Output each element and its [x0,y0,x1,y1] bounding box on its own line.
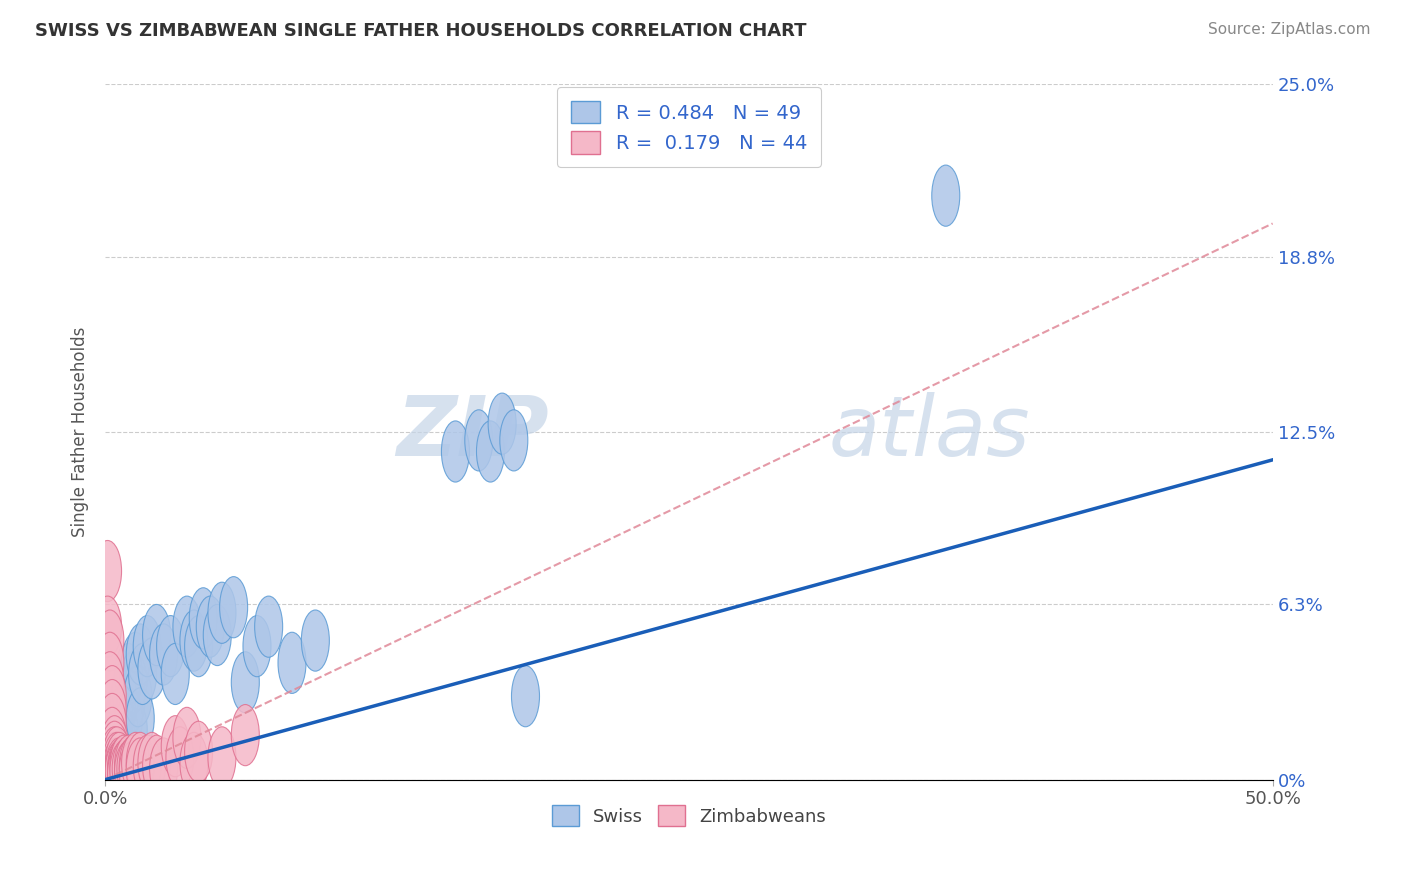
Ellipse shape [101,715,128,777]
Ellipse shape [149,738,177,799]
Ellipse shape [103,727,131,788]
Ellipse shape [96,652,124,713]
Ellipse shape [127,624,155,685]
Ellipse shape [117,738,145,799]
Ellipse shape [120,652,148,713]
Ellipse shape [107,707,135,769]
Ellipse shape [465,409,492,471]
Ellipse shape [114,643,142,705]
Ellipse shape [134,615,162,677]
Ellipse shape [162,715,190,777]
Ellipse shape [156,615,184,677]
Ellipse shape [114,740,142,802]
Ellipse shape [173,596,201,657]
Ellipse shape [96,632,124,693]
Ellipse shape [105,738,134,799]
Ellipse shape [96,610,124,671]
Ellipse shape [134,735,162,797]
Ellipse shape [110,735,138,797]
Ellipse shape [173,707,201,769]
Ellipse shape [98,707,127,769]
Ellipse shape [110,671,138,732]
Ellipse shape [128,643,156,705]
Ellipse shape [204,605,232,665]
Ellipse shape [190,588,218,648]
Ellipse shape [105,688,134,749]
Ellipse shape [232,652,259,713]
Ellipse shape [162,643,190,705]
Ellipse shape [120,699,148,760]
Ellipse shape [499,409,527,471]
Ellipse shape [301,610,329,671]
Ellipse shape [243,615,271,677]
Ellipse shape [124,665,152,727]
Text: SWISS VS ZIMBABWEAN SINGLE FATHER HOUSEHOLDS CORRELATION CHART: SWISS VS ZIMBABWEAN SINGLE FATHER HOUSEH… [35,22,807,40]
Ellipse shape [105,740,134,802]
Ellipse shape [138,638,166,699]
Ellipse shape [103,732,131,794]
Text: Source: ZipAtlas.com: Source: ZipAtlas.com [1208,22,1371,37]
Ellipse shape [98,707,127,769]
Ellipse shape [166,727,194,788]
Ellipse shape [96,722,124,782]
Ellipse shape [101,732,128,794]
Ellipse shape [114,688,142,749]
Ellipse shape [101,715,128,777]
Ellipse shape [488,393,516,454]
Ellipse shape [101,722,128,782]
Ellipse shape [127,732,155,794]
Ellipse shape [98,693,127,755]
Ellipse shape [107,738,135,799]
Ellipse shape [110,740,138,802]
Ellipse shape [127,738,155,799]
Ellipse shape [107,740,135,802]
Ellipse shape [180,610,208,671]
Text: atlas: atlas [830,392,1031,473]
Ellipse shape [441,421,470,482]
Ellipse shape [127,688,155,749]
Ellipse shape [208,582,236,643]
Ellipse shape [105,732,134,794]
Ellipse shape [112,738,141,799]
Ellipse shape [254,596,283,657]
Ellipse shape [184,722,212,782]
Ellipse shape [208,727,236,788]
Ellipse shape [932,165,960,227]
Ellipse shape [110,699,138,760]
Ellipse shape [142,735,170,797]
Ellipse shape [103,738,131,799]
Ellipse shape [149,624,177,685]
Ellipse shape [197,596,225,657]
Ellipse shape [142,605,170,665]
Legend: Swiss, Zimbabweans: Swiss, Zimbabweans [544,797,834,833]
Ellipse shape [98,680,127,740]
Ellipse shape [105,715,134,777]
Text: ZIP: ZIP [396,392,548,473]
Ellipse shape [232,705,259,765]
Ellipse shape [120,740,148,802]
Ellipse shape [103,727,131,788]
Ellipse shape [101,727,128,788]
Ellipse shape [180,732,208,794]
Ellipse shape [103,699,131,760]
Ellipse shape [94,541,121,601]
Ellipse shape [94,596,121,657]
Ellipse shape [184,615,212,677]
Ellipse shape [112,660,141,722]
Ellipse shape [121,732,149,794]
Ellipse shape [117,671,145,732]
Y-axis label: Single Father Households: Single Father Households [72,326,89,537]
Ellipse shape [138,732,166,794]
Ellipse shape [114,735,142,797]
Ellipse shape [98,665,127,727]
Ellipse shape [219,576,247,638]
Ellipse shape [120,735,148,797]
Ellipse shape [121,632,149,693]
Ellipse shape [512,665,540,727]
Ellipse shape [107,743,135,805]
Ellipse shape [278,632,307,693]
Ellipse shape [477,421,505,482]
Ellipse shape [98,727,127,788]
Ellipse shape [107,680,135,740]
